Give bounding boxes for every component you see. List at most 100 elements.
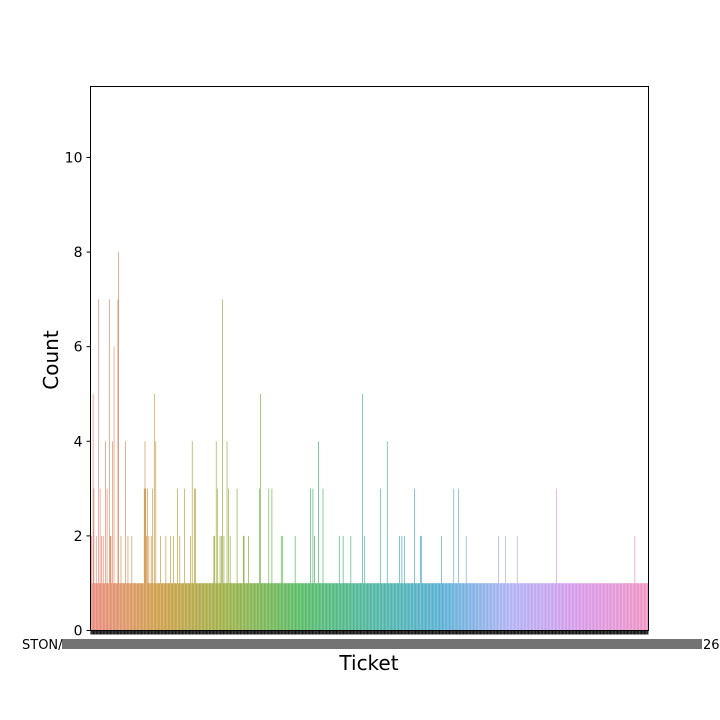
bar (225, 583, 227, 631)
bar (218, 583, 220, 631)
bar (153, 583, 154, 631)
bar (106, 488, 108, 631)
bar (150, 535, 152, 631)
bar (241, 583, 243, 631)
bar (547, 583, 549, 631)
bar (283, 583, 284, 631)
bar (202, 583, 204, 631)
bar (498, 535, 499, 631)
bar (227, 583, 229, 631)
bar (644, 583, 646, 631)
bar (311, 583, 312, 631)
bar (427, 583, 429, 631)
bar (607, 583, 609, 631)
bar (636, 583, 638, 631)
bar (375, 583, 376, 631)
bar (397, 583, 399, 631)
bar (347, 583, 349, 631)
bar (431, 583, 433, 631)
bar (440, 583, 441, 631)
bar (317, 583, 318, 631)
bar (367, 583, 369, 631)
bar (249, 583, 250, 631)
bar (126, 583, 127, 631)
bar (480, 583, 482, 631)
bar (509, 583, 511, 631)
bar (357, 583, 359, 631)
bar (629, 583, 630, 631)
bar (296, 583, 297, 631)
bar (486, 583, 488, 631)
bar (424, 583, 425, 631)
bar (573, 583, 575, 631)
bar (564, 583, 566, 631)
bar (604, 583, 606, 631)
bar (110, 535, 112, 631)
bar (160, 583, 162, 631)
bar (143, 583, 144, 631)
bar (588, 583, 590, 631)
bar (399, 535, 400, 631)
bar (301, 583, 302, 631)
bar (414, 488, 415, 631)
bar (435, 583, 437, 631)
bar (105, 583, 107, 631)
bar (199, 583, 201, 631)
bar (415, 583, 417, 631)
bar (290, 583, 291, 631)
bar (567, 583, 568, 631)
bar (448, 583, 450, 631)
bar (273, 583, 275, 631)
bar (425, 583, 427, 631)
bar (521, 583, 523, 631)
bar (410, 583, 411, 631)
bar (547, 583, 548, 631)
bar (487, 583, 489, 631)
bar (530, 583, 532, 631)
bar (555, 583, 557, 631)
bar (164, 583, 166, 631)
bar (574, 583, 576, 631)
bar (631, 583, 633, 631)
bar (643, 583, 645, 631)
bar (162, 583, 164, 631)
bar (609, 583, 610, 631)
bar (137, 583, 139, 631)
bar (92, 583, 93, 631)
bar (626, 583, 627, 631)
bar (109, 299, 110, 631)
bar (378, 583, 380, 631)
bar (510, 583, 512, 631)
bar (544, 583, 546, 631)
bar (350, 535, 352, 631)
bar (262, 583, 263, 631)
bar (393, 583, 395, 631)
bar (374, 583, 376, 631)
bar (173, 535, 174, 631)
bar (321, 583, 322, 631)
bar (553, 583, 554, 631)
bar (469, 583, 471, 631)
plot-frame (90, 86, 649, 631)
bar (577, 583, 578, 631)
bar (112, 441, 113, 631)
bar (103, 583, 105, 631)
y-axis-label: Count (39, 330, 63, 390)
bar (383, 583, 384, 631)
bar (228, 488, 229, 631)
bar (473, 583, 475, 631)
bar (624, 583, 626, 631)
bar (285, 583, 287, 631)
bar (356, 583, 358, 631)
bar (434, 583, 435, 631)
bar (431, 583, 432, 631)
bar (212, 583, 213, 631)
bar (309, 583, 311, 631)
bar (627, 583, 629, 631)
bar (392, 583, 393, 631)
bar (458, 583, 460, 631)
bar (592, 583, 593, 631)
bar (523, 583, 524, 631)
bar (493, 583, 495, 631)
bar (353, 583, 355, 631)
